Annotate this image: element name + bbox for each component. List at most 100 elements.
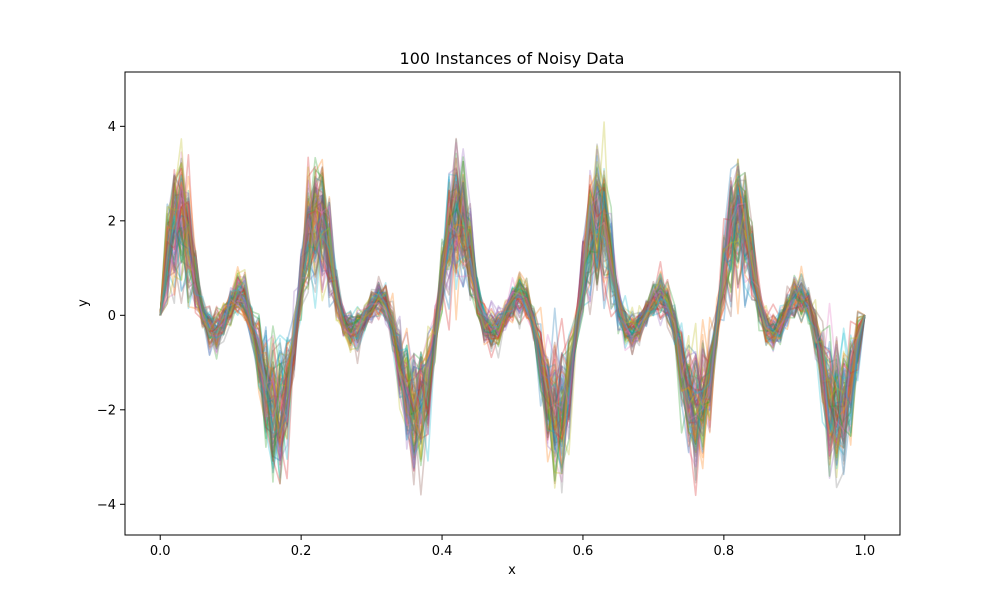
series-line-71 [159,186,866,457]
series-line-57 [159,188,866,453]
series-line-64 [159,167,866,459]
series-line-69 [159,160,866,450]
y-tick-label: 4 [108,120,116,135]
series-line-95 [159,185,866,431]
series-line-48 [159,179,866,467]
series-line-62 [159,174,866,434]
series-line-98 [159,184,866,456]
x-tick-label: 0.8 [714,544,735,559]
series-line-78 [159,179,866,494]
series-line-35 [159,179,866,450]
series-line-45 [159,169,866,460]
y-axis-label: y [76,299,91,307]
series-line-6 [159,172,866,496]
series-line-56 [159,168,866,466]
series-line-27 [159,151,866,469]
series-line-90 [159,174,866,468]
series-line-65 [159,179,866,470]
series-line-80 [159,167,866,469]
series-line-40 [159,174,866,460]
series-line-67 [159,174,866,438]
series-line-99 [159,138,866,475]
x-tick-label: 0.6 [573,544,594,559]
series-line-10 [159,155,866,435]
series-line-44 [159,169,866,428]
series-line-50 [159,173,866,465]
series-line-29 [159,175,866,462]
series-line-5 [159,167,866,454]
series-layer [159,121,866,497]
series-line-19 [159,202,866,445]
series-line-53 [159,183,866,461]
x-axis-label: x [508,563,516,578]
series-line-43 [159,156,866,477]
plot-area [125,72,900,535]
series-line-17 [159,189,866,469]
y-tick-label: 2 [108,214,116,229]
series-line-77 [159,142,866,462]
series-line-3 [159,157,866,442]
series-line-9 [159,145,866,479]
series-line-81 [159,185,866,434]
chart-title: 100 Instances of Noisy Data [400,49,625,68]
series-line-70 [159,176,866,456]
series-line-34 [159,172,866,445]
series-line-37 [159,179,866,483]
series-line-55 [159,173,866,468]
series-line-30 [159,182,866,479]
series-line-49 [159,121,866,432]
series-line-7 [159,182,866,466]
series-line-14 [159,165,866,472]
series-line-93 [159,156,866,483]
series-line-86 [159,178,866,437]
x-axis: 0.0 0.2 0.4 0.6 0.8 1.0 [150,535,875,559]
series-line-85 [159,148,866,462]
series-line-31 [159,162,866,449]
series-line-47 [159,167,866,472]
y-tick-label: −4 [97,498,116,513]
series-line-39 [159,162,866,489]
series-line-38 [159,195,866,481]
series-line-75 [159,176,866,461]
series-line-58 [159,175,866,437]
series-line-54 [159,180,866,447]
series-line-46 [159,166,866,458]
series-line-4 [159,165,866,480]
series-line-89 [159,173,866,433]
series-line-61 [159,175,866,462]
series-line-97 [159,179,866,467]
series-line-12 [159,158,866,470]
series-line-41 [159,177,866,474]
series-line-59 [159,158,866,462]
x-tick-label: 0.4 [432,544,453,559]
series-line-32 [159,174,866,458]
series-line-82 [159,181,866,439]
series-line-13 [159,162,866,448]
series-line-88 [159,138,866,489]
series-line-16 [159,137,866,486]
series-line-60 [159,192,866,470]
series-line-2 [159,178,866,452]
series-line-94 [159,157,866,485]
series-line-22 [159,178,866,456]
y-axis: −4 −2 0 2 4 [97,120,125,513]
series-line-76 [159,172,866,453]
series-line-96 [159,175,866,463]
series-line-21 [159,174,866,462]
series-line-15 [159,148,866,479]
x-tick-label: 1.0 [854,544,875,559]
series-line-26 [159,158,866,484]
series-line-11 [159,194,866,476]
series-line-79 [159,189,866,460]
series-line-1 [159,168,866,443]
x-tick-label: 0.0 [150,544,171,559]
series-line-33 [159,171,866,449]
series-line-63 [159,152,866,468]
series-line-73 [159,174,866,462]
series-line-42 [159,172,866,463]
series-line-72 [159,190,866,446]
x-tick-label: 0.2 [291,544,312,559]
series-line-23 [159,181,866,485]
series-line-51 [159,196,866,454]
